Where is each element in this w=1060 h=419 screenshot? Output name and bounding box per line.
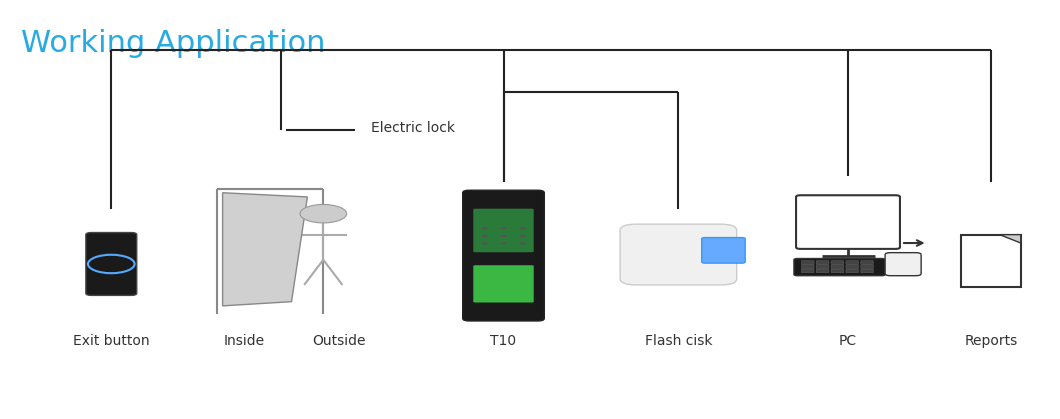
FancyBboxPatch shape bbox=[796, 195, 900, 249]
Text: Working Application: Working Application bbox=[21, 29, 325, 58]
FancyBboxPatch shape bbox=[885, 253, 921, 276]
FancyBboxPatch shape bbox=[801, 269, 814, 273]
Text: Inside: Inside bbox=[224, 334, 264, 349]
Text: Reports: Reports bbox=[965, 334, 1018, 349]
FancyBboxPatch shape bbox=[620, 224, 737, 285]
FancyBboxPatch shape bbox=[961, 235, 1021, 287]
Text: Flash cisk: Flash cisk bbox=[644, 334, 712, 349]
FancyBboxPatch shape bbox=[816, 269, 829, 273]
FancyBboxPatch shape bbox=[816, 261, 829, 264]
FancyBboxPatch shape bbox=[702, 238, 745, 263]
FancyBboxPatch shape bbox=[473, 265, 534, 303]
Circle shape bbox=[481, 235, 488, 237]
Circle shape bbox=[519, 227, 526, 230]
FancyBboxPatch shape bbox=[816, 265, 829, 269]
FancyBboxPatch shape bbox=[801, 265, 814, 269]
Circle shape bbox=[300, 204, 347, 223]
FancyBboxPatch shape bbox=[861, 265, 873, 269]
Circle shape bbox=[481, 242, 488, 245]
FancyBboxPatch shape bbox=[831, 261, 844, 264]
FancyBboxPatch shape bbox=[462, 190, 545, 321]
FancyBboxPatch shape bbox=[831, 265, 844, 269]
FancyBboxPatch shape bbox=[794, 259, 885, 276]
Text: Electric lock: Electric lock bbox=[371, 121, 455, 135]
FancyBboxPatch shape bbox=[831, 269, 844, 273]
Text: Exit button: Exit button bbox=[73, 334, 149, 349]
Circle shape bbox=[481, 227, 488, 230]
FancyBboxPatch shape bbox=[801, 261, 814, 264]
Polygon shape bbox=[223, 193, 307, 306]
Circle shape bbox=[500, 242, 507, 245]
Text: Outside: Outside bbox=[313, 334, 366, 349]
FancyBboxPatch shape bbox=[473, 209, 534, 252]
Circle shape bbox=[519, 242, 526, 245]
FancyBboxPatch shape bbox=[846, 269, 859, 273]
FancyBboxPatch shape bbox=[86, 233, 137, 295]
Circle shape bbox=[519, 235, 526, 237]
Polygon shape bbox=[1000, 235, 1021, 243]
FancyBboxPatch shape bbox=[846, 265, 859, 269]
FancyBboxPatch shape bbox=[861, 261, 873, 264]
Text: PC: PC bbox=[838, 334, 858, 349]
FancyBboxPatch shape bbox=[846, 261, 859, 264]
FancyBboxPatch shape bbox=[861, 269, 873, 273]
Circle shape bbox=[500, 227, 507, 230]
Circle shape bbox=[500, 235, 507, 237]
Text: T10: T10 bbox=[491, 334, 516, 349]
